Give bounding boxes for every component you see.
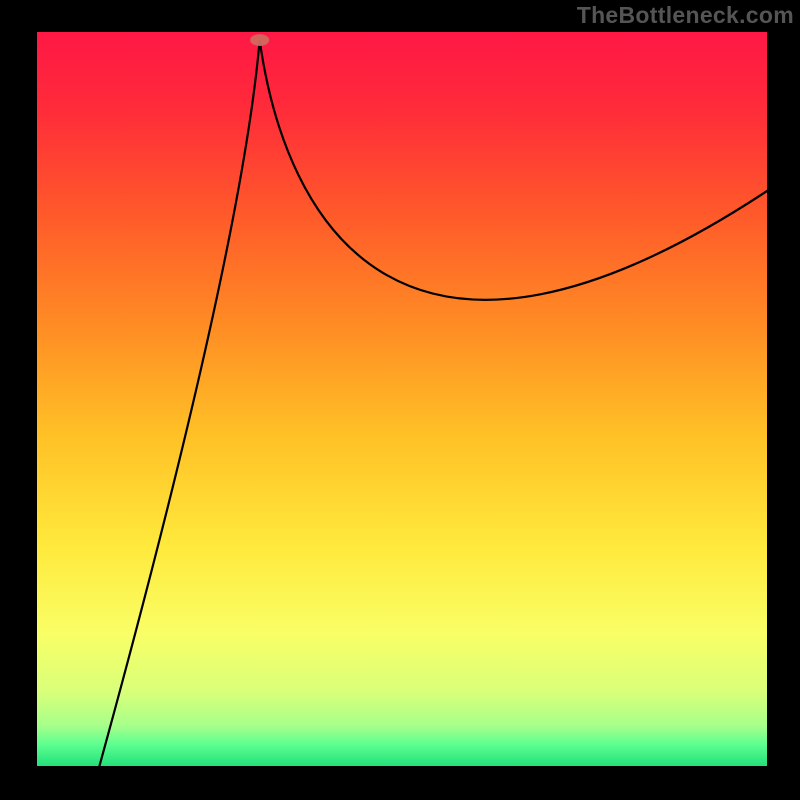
- chart-container: TheBottleneck.com: [0, 0, 800, 800]
- minimum-marker: [250, 34, 269, 46]
- watermark-text: TheBottleneck.com: [577, 2, 794, 29]
- chart-overlay: [0, 0, 800, 800]
- bottleneck-curve: [95, 40, 774, 781]
